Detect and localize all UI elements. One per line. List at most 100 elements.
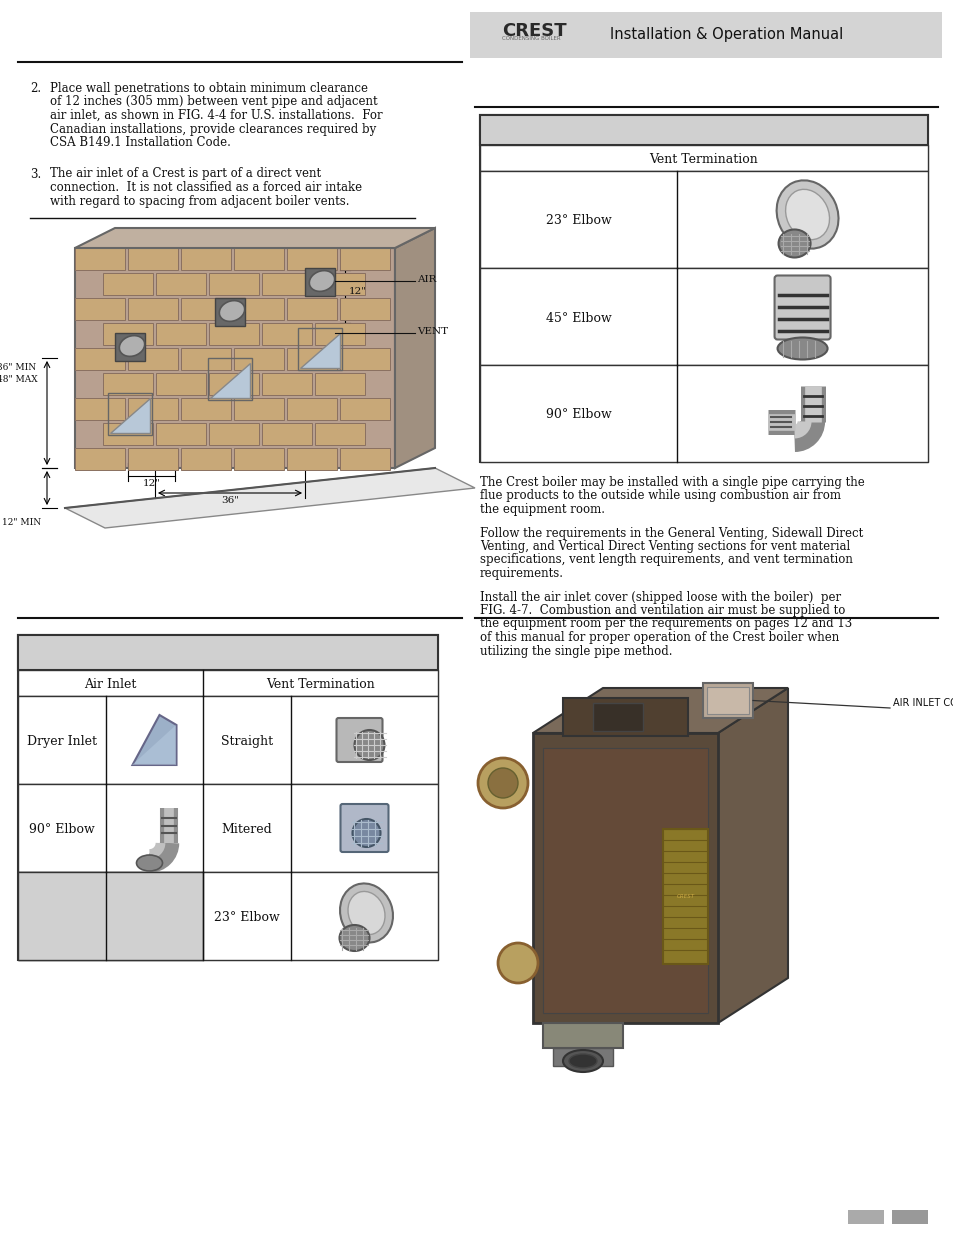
Text: Install the air inlet cover (shipped loose with the boiler)  per: Install the air inlet cover (shipped loo… (479, 590, 841, 604)
Text: The air inlet of a Crest is part of a direct vent: The air inlet of a Crest is part of a di… (50, 168, 321, 180)
Bar (314, 373, 365, 395)
Bar (262, 424, 312, 445)
Text: 36": 36" (221, 496, 239, 505)
Polygon shape (718, 688, 787, 1023)
Bar (479, 268, 927, 366)
Bar (103, 424, 152, 445)
Text: Air Inlet: Air Inlet (84, 678, 136, 692)
Text: CSA B149.1 Installation Code.: CSA B149.1 Installation Code. (50, 136, 231, 149)
Bar (314, 273, 365, 295)
Bar (103, 324, 152, 345)
Polygon shape (75, 228, 435, 248)
Bar (233, 298, 284, 320)
Text: 12": 12" (142, 479, 160, 488)
Bar (847, 1210, 883, 1224)
Bar (562, 698, 687, 736)
Text: CREST: CREST (501, 22, 566, 40)
Bar (706, 687, 748, 714)
Circle shape (488, 768, 517, 798)
Text: 23° Elbow: 23° Elbow (545, 215, 611, 227)
Text: 12" MIN: 12" MIN (2, 517, 41, 527)
Bar (18, 872, 203, 960)
Text: Straight: Straight (220, 735, 273, 748)
Bar (181, 448, 231, 471)
Bar (662, 829, 707, 965)
Bar (479, 170, 927, 268)
Bar (208, 358, 252, 400)
Bar (287, 398, 336, 420)
Bar (214, 298, 245, 326)
Bar (287, 348, 336, 370)
Text: 90° Elbow: 90° Elbow (30, 823, 95, 836)
Text: 12": 12" (349, 287, 367, 296)
Polygon shape (110, 398, 150, 433)
Circle shape (477, 758, 527, 808)
Bar (297, 329, 341, 370)
Text: Venting, and Vertical Direct Venting sections for vent material: Venting, and Vertical Direct Venting sec… (479, 540, 849, 553)
Bar (314, 424, 365, 445)
Bar (128, 348, 178, 370)
Ellipse shape (778, 230, 810, 258)
Bar (181, 248, 231, 270)
Bar (479, 366, 927, 462)
Bar (262, 324, 312, 345)
Bar (542, 748, 707, 1013)
Ellipse shape (568, 1053, 597, 1068)
Bar (75, 248, 125, 270)
Bar (339, 298, 390, 320)
Bar (128, 298, 178, 320)
Text: Vent Termination: Vent Termination (266, 678, 375, 692)
Bar (128, 448, 178, 471)
Text: Follow the requirements in the General Venting, Sidewall Direct: Follow the requirements in the General V… (479, 526, 862, 540)
Bar (75, 448, 125, 471)
Ellipse shape (309, 270, 335, 291)
Bar (533, 734, 718, 1023)
Text: CONDENSING BOILER: CONDENSING BOILER (501, 36, 560, 41)
Text: 90° Elbow: 90° Elbow (545, 409, 611, 421)
Bar (233, 448, 284, 471)
FancyBboxPatch shape (340, 804, 388, 852)
Bar (233, 398, 284, 420)
Bar (75, 398, 125, 420)
Polygon shape (65, 468, 475, 529)
Bar (287, 448, 336, 471)
Text: 23° Elbow: 23° Elbow (213, 911, 279, 924)
Text: 3.: 3. (30, 168, 41, 180)
Bar (339, 348, 390, 370)
Polygon shape (132, 715, 176, 764)
Bar (479, 115, 927, 144)
Bar (287, 248, 336, 270)
Bar (128, 398, 178, 420)
Text: the equipment room.: the equipment room. (479, 503, 604, 516)
Bar (262, 373, 312, 395)
Ellipse shape (355, 730, 384, 760)
Ellipse shape (776, 180, 838, 248)
Text: AIR INLET COVER: AIR INLET COVER (892, 698, 953, 708)
Bar (479, 115, 927, 462)
Bar (287, 298, 336, 320)
Bar (128, 248, 178, 270)
Bar (108, 393, 152, 435)
Polygon shape (533, 688, 787, 734)
Bar (156, 273, 206, 295)
Text: 36" MIN
48" MAX: 36" MIN 48" MAX (0, 363, 37, 384)
Polygon shape (299, 333, 339, 368)
Ellipse shape (352, 819, 380, 847)
Bar (18, 635, 437, 671)
Bar (75, 348, 125, 370)
Bar (553, 1049, 613, 1066)
Polygon shape (132, 725, 176, 764)
Text: Installation & Operation Manual: Installation & Operation Manual (609, 27, 842, 42)
Ellipse shape (348, 892, 385, 935)
Circle shape (497, 944, 537, 983)
Text: VENT: VENT (416, 327, 448, 336)
Text: Dryer Inlet: Dryer Inlet (27, 735, 97, 748)
Ellipse shape (777, 337, 826, 359)
Text: with regard to spacing from adjacent boiler vents.: with regard to spacing from adjacent boi… (50, 194, 349, 207)
Bar (156, 324, 206, 345)
Bar (233, 248, 284, 270)
Bar (542, 1023, 622, 1049)
Text: The Crest boiler may be installed with a single pipe carrying the: The Crest boiler may be installed with a… (479, 475, 863, 489)
Bar (702, 683, 752, 718)
Text: utilizing the single pipe method.: utilizing the single pipe method. (479, 645, 672, 657)
